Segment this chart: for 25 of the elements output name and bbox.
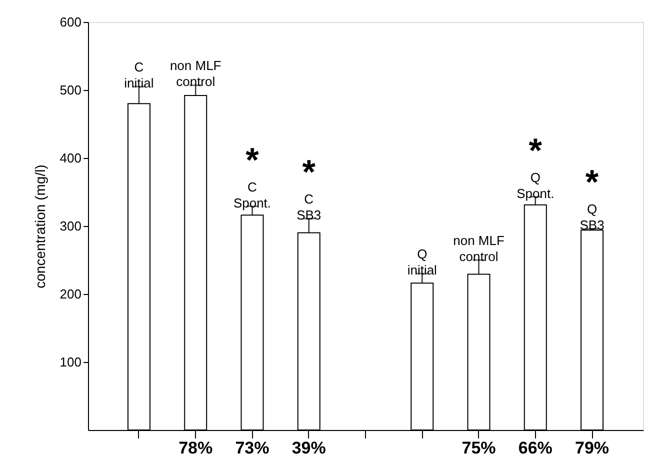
y-tick-label: 300	[60, 218, 82, 234]
y-tick-label: 100	[60, 354, 82, 370]
y-axis-title: concentration (mg/l)	[32, 164, 48, 288]
x-tick-label: 79%	[575, 438, 610, 458]
y-tick-label: 600	[60, 14, 82, 30]
annotation: Q Spont.	[516, 170, 554, 201]
annotation: C initial	[124, 60, 154, 91]
x-tick-label: 66%	[518, 438, 552, 458]
annotation: non MLF control	[453, 233, 504, 264]
x-tick-label: 73%	[235, 438, 270, 458]
x-tick-label: 39%	[292, 438, 326, 458]
y-tick-label: 400	[60, 150, 82, 166]
x-tick-label: 78%	[178, 438, 213, 458]
y-tick-label: 500	[60, 82, 82, 98]
annotation: Q SB3	[580, 202, 604, 233]
x-tick-label: 75%	[462, 438, 496, 458]
annotation: Q initial	[407, 246, 438, 278]
annotation: *	[302, 154, 316, 192]
annotation: *	[246, 141, 260, 180]
annotation: *	[585, 164, 600, 202]
annotation: C Spont.	[233, 179, 272, 210]
annotation: C SB3	[296, 192, 322, 223]
y-tick-label: 200	[60, 286, 82, 302]
annotation: *	[528, 132, 543, 170]
annotation: non MLF control	[170, 58, 222, 90]
